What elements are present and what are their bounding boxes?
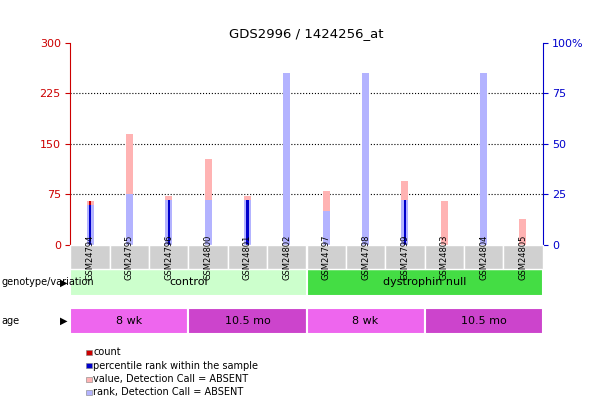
Text: GSM24794: GSM24794 — [86, 234, 94, 280]
Text: GSM24799: GSM24799 — [400, 234, 409, 280]
Bar — [70, 245, 110, 269]
Text: GSM24798: GSM24798 — [361, 234, 370, 280]
Bar — [306, 269, 543, 296]
Text: value, Detection Call = ABSENT: value, Detection Call = ABSENT — [93, 374, 248, 384]
Text: GSM24802: GSM24802 — [283, 234, 291, 280]
Bar — [189, 308, 306, 334]
Bar — [228, 245, 267, 269]
Bar — [402, 181, 408, 245]
Bar — [86, 201, 94, 245]
Text: 8 wk: 8 wk — [116, 316, 143, 326]
Bar — [385, 245, 424, 269]
Text: genotype/variation: genotype/variation — [1, 277, 94, 288]
Bar — [126, 194, 133, 245]
Bar — [189, 245, 228, 269]
Bar — [403, 200, 406, 245]
Text: ▶: ▶ — [60, 277, 67, 288]
Text: count: count — [93, 347, 121, 357]
Text: 8 wk: 8 wk — [352, 316, 379, 326]
Text: GSM24795: GSM24795 — [125, 234, 134, 280]
Bar — [362, 88, 369, 245]
Text: ▶: ▶ — [60, 316, 67, 326]
Bar — [362, 73, 369, 245]
Text: GSM24796: GSM24796 — [164, 234, 173, 280]
Text: control: control — [169, 277, 208, 288]
Bar — [480, 73, 487, 245]
Bar — [424, 245, 464, 269]
Bar — [246, 200, 249, 245]
Bar — [283, 88, 291, 245]
Bar — [149, 245, 189, 269]
Text: dystrophin null: dystrophin null — [383, 277, 466, 288]
Bar — [464, 245, 503, 269]
Text: GSM24804: GSM24804 — [479, 234, 488, 280]
Bar — [126, 134, 133, 245]
Bar — [167, 200, 170, 245]
Bar — [89, 205, 91, 245]
Bar — [89, 201, 91, 245]
Text: 10.5 mo: 10.5 mo — [224, 316, 270, 326]
Title: GDS2996 / 1424256_at: GDS2996 / 1424256_at — [229, 27, 384, 40]
Bar — [346, 245, 385, 269]
Text: rank, Detection Call = ABSENT: rank, Detection Call = ABSENT — [93, 388, 243, 397]
Bar — [166, 196, 172, 245]
Bar — [306, 245, 346, 269]
Bar — [519, 220, 527, 245]
Bar — [441, 201, 447, 245]
Bar — [86, 205, 94, 245]
Text: GSM24803: GSM24803 — [440, 234, 449, 280]
Bar — [322, 191, 330, 245]
Text: GSM24797: GSM24797 — [322, 234, 330, 280]
Text: GSM24801: GSM24801 — [243, 234, 252, 280]
Text: percentile rank within the sample: percentile rank within the sample — [93, 361, 258, 371]
Bar — [267, 245, 306, 269]
Bar — [244, 196, 251, 245]
Text: 10.5 mo: 10.5 mo — [460, 316, 506, 326]
Text: GSM24800: GSM24800 — [204, 234, 213, 280]
Bar — [503, 245, 543, 269]
Bar — [480, 98, 487, 245]
Bar — [205, 159, 211, 245]
Bar — [402, 200, 408, 245]
Bar — [166, 200, 172, 245]
Bar — [322, 211, 330, 245]
Bar — [70, 269, 306, 296]
Text: age: age — [1, 316, 20, 326]
Bar — [244, 200, 251, 245]
Bar — [205, 200, 211, 245]
Bar — [306, 308, 424, 334]
Bar — [110, 245, 149, 269]
Bar — [70, 308, 189, 334]
Bar — [283, 73, 291, 245]
Text: GSM24805: GSM24805 — [519, 234, 527, 280]
Bar — [424, 308, 543, 334]
